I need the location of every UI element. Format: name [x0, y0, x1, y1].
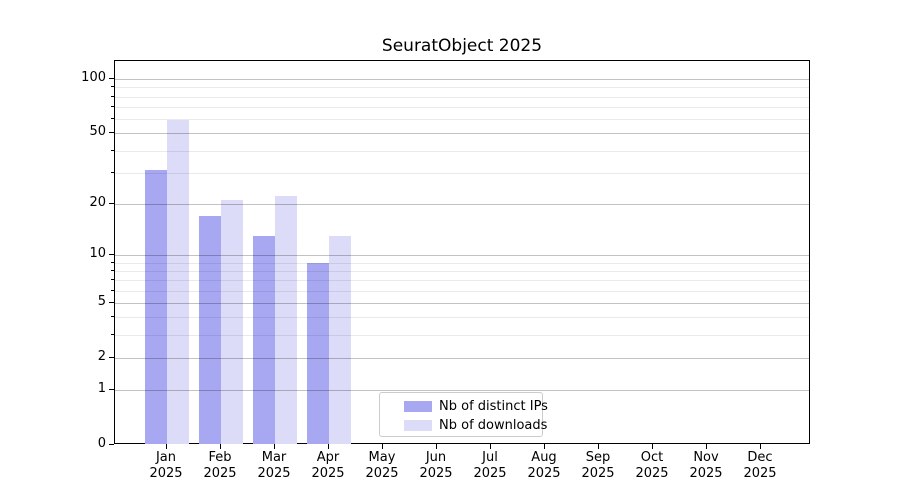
- x-tick-label-mar: Mar 2025: [257, 450, 291, 481]
- gridline-minor-3: [115, 335, 809, 337]
- legend-item-0: Nb of distinct IPs: [404, 398, 548, 415]
- y-minor-tick-mark-70: [111, 106, 114, 108]
- y-tick-mark-2: [109, 356, 114, 358]
- x-tick-mark-feb: [220, 444, 221, 449]
- y-minor-tick-mark-30: [111, 171, 114, 173]
- x-tick-label-jun: Jun 2025: [419, 450, 453, 481]
- legend-label-1: Nb of downloads: [439, 418, 548, 433]
- y-minor-tick-mark-3: [111, 334, 114, 336]
- y-minor-tick-mark-9: [111, 261, 114, 263]
- x-tick-label-nov: Nov 2025: [689, 450, 723, 481]
- x-tick-label-aug: Aug 2025: [527, 450, 561, 481]
- x-tick-label-jan: Jan 2025: [149, 450, 183, 481]
- y-tick-label-2: 2: [97, 348, 106, 364]
- legend-item-1: Nb of downloads: [404, 417, 547, 434]
- y-minor-tick-mark-40: [111, 149, 114, 151]
- gridline-major-50: [115, 133, 809, 135]
- gridline-major-10: [115, 254, 809, 256]
- bar-nb-of-distinct-ips-apr: [307, 262, 329, 444]
- gridline-minor-70: [115, 107, 809, 109]
- x-tick-mark-oct: [652, 444, 653, 449]
- plot-area: [114, 60, 810, 444]
- x-tick-label-dec: Dec 2025: [743, 450, 777, 481]
- y-tick-mark-1: [109, 389, 114, 391]
- x-tick-label-sep: Sep 2025: [581, 450, 615, 481]
- bar-nb-of-distinct-ips-feb: [199, 215, 221, 444]
- y-minor-tick-mark-6: [111, 289, 114, 291]
- gridline-major-5: [115, 302, 809, 304]
- gridline-minor-8: [115, 270, 809, 272]
- x-tick-mark-jun: [436, 444, 437, 449]
- x-tick-mark-may: [382, 444, 383, 449]
- bar-nb-of-distinct-ips-mar: [253, 235, 275, 444]
- bar-nb-of-distinct-ips-jan: [145, 170, 167, 444]
- y-minor-tick-mark-90: [111, 86, 114, 88]
- legend: Nb of distinct IPs Nb of downloads: [379, 392, 548, 437]
- x-tick-label-may: May 2025: [365, 450, 399, 481]
- gridline-minor-90: [115, 87, 809, 89]
- x-tick-label-jul: Jul 2025: [473, 450, 507, 481]
- x-tick-mark-aug: [544, 444, 545, 449]
- y-minor-tick-mark-7: [111, 279, 114, 281]
- bar-nb-of-downloads-feb: [221, 200, 243, 444]
- y-tick-mark-50: [109, 132, 114, 134]
- gridline-minor-40: [115, 150, 809, 152]
- gridline-minor-9: [115, 262, 809, 264]
- x-tick-label-oct: Oct 2025: [635, 450, 669, 481]
- gridline-major-100: [115, 79, 809, 81]
- x-tick-mark-nov: [706, 444, 707, 449]
- gridline-major-1: [115, 390, 809, 392]
- gridline-minor-60: [115, 119, 809, 121]
- y-tick-mark-100: [109, 78, 114, 80]
- bar-nb-of-downloads-jan: [167, 120, 189, 444]
- gridline-major-2: [115, 357, 809, 359]
- x-tick-mark-mar: [274, 444, 275, 449]
- y-tick-mark-20: [109, 202, 114, 204]
- x-tick-mark-jan: [166, 444, 167, 449]
- gridline-major-20: [115, 203, 809, 205]
- gridline-minor-6: [115, 290, 809, 292]
- legend-label-0: Nb of distinct IPs: [439, 399, 548, 414]
- gridline-minor-4: [115, 317, 809, 319]
- gridline-minor-30: [115, 172, 809, 174]
- y-tick-label-100: 100: [81, 70, 106, 86]
- y-tick-label-20: 20: [89, 194, 106, 210]
- y-tick-mark-5: [109, 301, 114, 303]
- y-tick-label-5: 5: [97, 293, 106, 309]
- chart-title: SeuratObject 2025: [381, 36, 543, 56]
- y-tick-mark-10: [109, 253, 114, 255]
- y-tick-mark-0: [109, 444, 114, 445]
- x-tick-label-feb: Feb 2025: [203, 450, 237, 481]
- x-tick-mark-jul: [490, 444, 491, 449]
- y-tick-label-1: 1: [97, 381, 106, 397]
- y-minor-tick-mark-8: [111, 269, 114, 271]
- y-minor-tick-mark-4: [111, 316, 114, 318]
- y-minor-tick-mark-60: [111, 118, 114, 120]
- x-tick-mark-apr: [328, 444, 329, 449]
- gridline-minor-7: [115, 280, 809, 282]
- gridline-minor-80: [115, 96, 809, 98]
- y-tick-label-50: 50: [89, 124, 106, 140]
- x-tick-mark-dec: [760, 444, 761, 449]
- legend-swatch-0: [404, 401, 432, 412]
- y-tick-label-0: 0: [97, 436, 106, 451]
- y-tick-label-10: 10: [89, 245, 106, 261]
- x-tick-label-apr: Apr 2025: [311, 450, 345, 481]
- legend-swatch-1: [404, 420, 432, 431]
- bar-nb-of-downloads-apr: [329, 235, 351, 444]
- y-minor-tick-mark-80: [111, 95, 114, 97]
- bar-nb-of-downloads-mar: [275, 196, 297, 444]
- x-tick-mark-sep: [598, 444, 599, 449]
